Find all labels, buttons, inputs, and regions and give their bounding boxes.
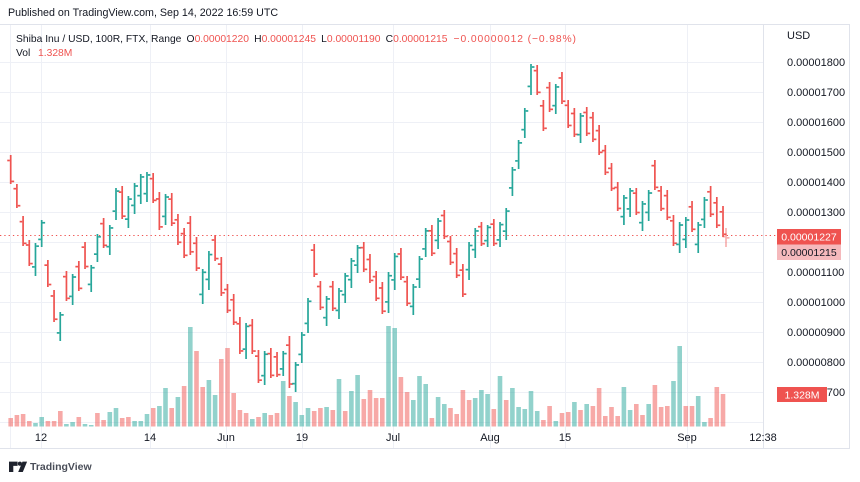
svg-text:0.00001300: 0.00001300	[787, 207, 845, 219]
svg-text:Vol: Vol	[16, 48, 30, 59]
svg-text:12:38: 12:38	[749, 432, 777, 444]
svg-text:Jun: Jun	[217, 432, 235, 444]
svg-text:0.00001800: 0.00001800	[787, 57, 845, 69]
svg-text:0.00001215: 0.00001215	[781, 247, 837, 259]
svg-text:Shiba Inu / USD, 100R, FTX, Ra: Shiba Inu / USD, 100R, FTX, Range O0.000…	[16, 34, 577, 45]
svg-text:12: 12	[35, 432, 47, 444]
svg-text:14: 14	[144, 432, 156, 444]
svg-text:15: 15	[559, 432, 571, 444]
svg-text:0.00001227: 0.00001227	[781, 232, 837, 244]
svg-text:0.00000800: 0.00000800	[787, 357, 845, 369]
svg-text:0.00001700: 0.00001700	[787, 87, 845, 99]
svg-text:0.00001400: 0.00001400	[787, 177, 845, 189]
svg-text:0.00000900: 0.00000900	[787, 327, 845, 339]
svg-text:Published on TradingView.com,: Published on TradingView.com, Sep 14, 20…	[8, 7, 278, 19]
svg-text:1.328M: 1.328M	[38, 48, 72, 59]
svg-text:0.00001000: 0.00001000	[787, 297, 845, 309]
svg-text:1.328M: 1.328M	[784, 390, 819, 402]
svg-text:Jul: Jul	[386, 432, 400, 444]
svg-text:USD: USD	[787, 30, 810, 42]
svg-text:19: 19	[296, 432, 308, 444]
svg-text:0.00001600: 0.00001600	[787, 117, 845, 129]
svg-text:Sep: Sep	[677, 432, 697, 444]
svg-text:Aug: Aug	[480, 432, 500, 444]
svg-text:0.00001100: 0.00001100	[787, 267, 844, 279]
svg-text:TradingView: TradingView	[30, 461, 92, 473]
svg-text:0.00001500: 0.00001500	[787, 147, 845, 159]
